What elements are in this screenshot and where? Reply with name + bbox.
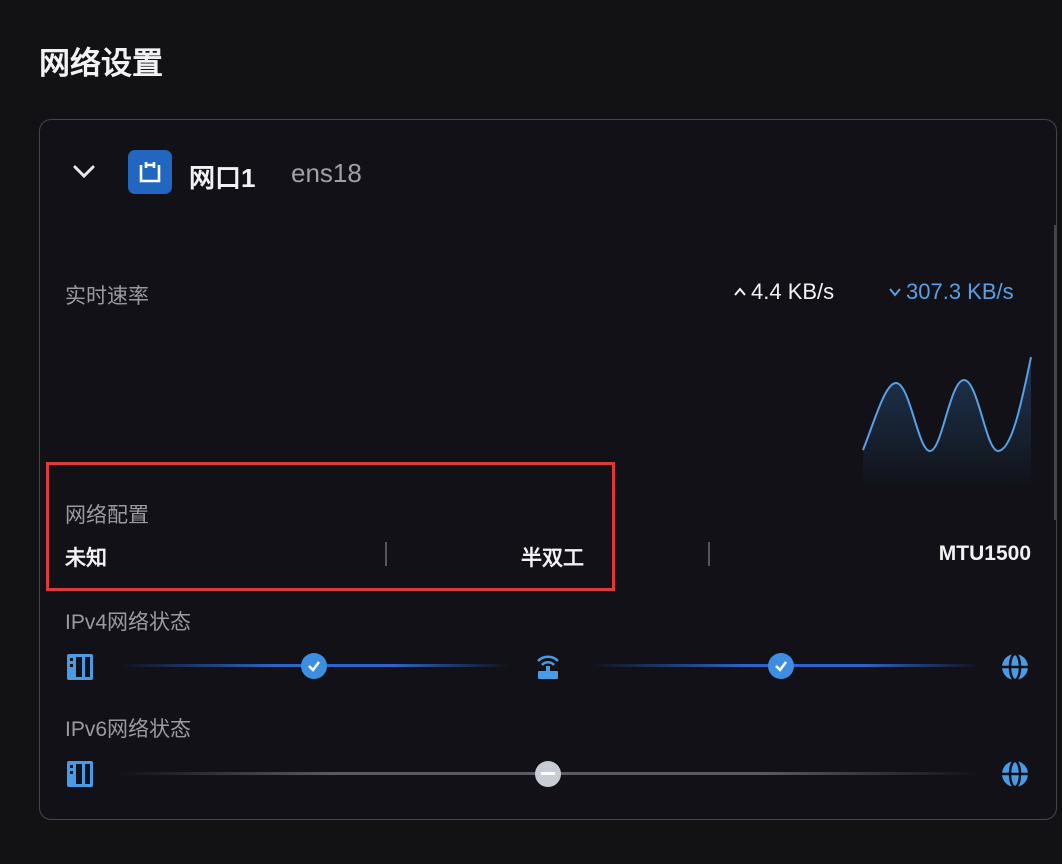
server-icon <box>67 654 93 680</box>
ethernet-port-icon <box>128 150 172 194</box>
separator <box>708 542 710 566</box>
arrow-down-icon <box>889 288 901 297</box>
download-speed: 307.3 KB/s <box>888 279 1014 305</box>
config-duplex: 半双工 <box>521 547 584 570</box>
speed-sparkline <box>862 356 1032 490</box>
config-speed: 未知 <box>65 547 107 570</box>
highlight-box <box>46 462 615 591</box>
ipv6-label: IPv6网络状态 <box>65 718 192 741</box>
separator <box>385 542 387 566</box>
minus-icon <box>535 761 561 787</box>
globe-icon <box>1002 653 1028 681</box>
divider <box>1054 225 1056 520</box>
upload-speed: 4.4 KB/s <box>733 279 834 305</box>
page-title: 网络设置 <box>39 46 163 81</box>
download-value: 307.3 KB/s <box>906 279 1014 304</box>
config-label: 网络配置 <box>65 504 149 527</box>
router-icon <box>537 655 559 679</box>
server-icon <box>67 761 93 787</box>
interface-name: 网口1 <box>189 163 256 193</box>
chevron-down-icon[interactable] <box>72 162 96 182</box>
check-icon <box>301 653 327 679</box>
globe-icon <box>1002 760 1028 788</box>
arrow-up-icon <box>734 287 746 296</box>
config-mtu: MTU1500 <box>938 542 1031 565</box>
ipv4-label: IPv4网络状态 <box>65 611 192 634</box>
check-icon <box>768 653 794 679</box>
upload-value: 4.4 KB/s <box>751 279 835 304</box>
interface-device: ens18 <box>291 158 362 188</box>
speed-label: 实时速率 <box>65 285 149 308</box>
